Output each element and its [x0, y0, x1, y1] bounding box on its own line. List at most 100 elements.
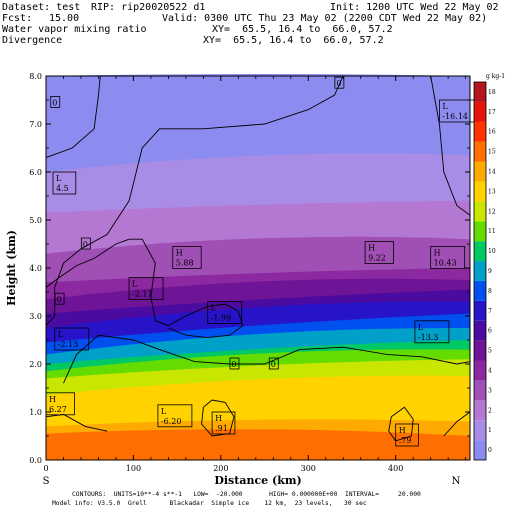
x-tick-label: 200: [213, 464, 228, 473]
extremum-kind: H: [434, 248, 441, 257]
zero-contour-3: [45, 238, 130, 288]
colorbar-label-7: 7: [488, 308, 492, 315]
extremum-value: -2.13: [58, 340, 79, 349]
extremum-kind: L: [56, 174, 62, 183]
extremum-box: [54, 327, 90, 351]
extremum-kind: H: [399, 426, 406, 435]
colorbar-swatch-4: [474, 360, 486, 381]
colorbar-label-6: 6: [488, 328, 492, 335]
colorbar-label-11: 11: [488, 228, 496, 235]
extremum-box: [395, 423, 419, 447]
extremum-value: .79: [399, 436, 412, 445]
extremum-value: -13.3: [418, 333, 439, 342]
zero-label-2: 0: [80, 237, 91, 250]
colorbar-swatch-3: [474, 380, 486, 401]
band-level-15: [46, 429, 470, 460]
extremum-kind: L: [132, 280, 138, 289]
zero-label-text: 0: [52, 98, 57, 107]
extremum-value: -1.99: [211, 314, 232, 323]
zero-contour-6: [201, 399, 235, 437]
header-field2-xy: XY= 65.5, 16.4 to 66.0, 57.2: [203, 35, 384, 46]
extremum-box: [211, 411, 236, 435]
header-init: Init: 1200 UTC Wed 22 May 02: [330, 2, 499, 13]
extremum-value: 6.27: [49, 405, 67, 414]
extremum-low-5: L-2.11: [128, 277, 164, 301]
extremum-value: .91: [215, 424, 228, 433]
x-endpoint-right: N: [452, 476, 461, 487]
extremum-box: [172, 245, 202, 269]
y-tick-label: 7.0: [29, 120, 42, 129]
extremum-kind: L: [211, 304, 217, 313]
colorbar-swatch-10: [474, 241, 486, 262]
extremum-kind: L: [161, 407, 167, 416]
x-axis-label: Distance (km): [214, 474, 301, 487]
zero-label-box: [334, 76, 345, 89]
colorbar-label-4: 4: [488, 367, 492, 374]
zero-label-text: 0: [271, 360, 276, 369]
header-dataset: Dataset: test: [2, 2, 81, 13]
colorbar-swatch-7: [474, 300, 486, 321]
extremum-high-11: H.91: [211, 411, 236, 435]
colorbar-swatch-5: [474, 340, 486, 361]
colorbar-label-12: 12: [488, 208, 496, 215]
zero-label-4: 0: [229, 357, 240, 370]
zero-label-0: 0: [50, 96, 61, 108]
colorbar-label-15: 15: [488, 149, 496, 156]
extremum-value: -6.20: [161, 417, 182, 426]
colorbar-swatch-13: [474, 181, 486, 202]
colorbar-label-3: 3: [488, 387, 492, 394]
colorbar-units: g kg-1: [486, 73, 505, 80]
extremum-box: [157, 404, 193, 428]
extremum-high-3: H9.22: [364, 241, 394, 265]
colorbar-swatch-8: [474, 280, 486, 301]
zero-label-box: [80, 237, 91, 250]
extremum-low-10: L-6.20: [157, 404, 193, 428]
colorbar-label-10: 10: [488, 248, 496, 255]
extremum-kind: H: [215, 414, 222, 423]
zero-label-1: 0: [334, 76, 345, 89]
colorbar-label-8: 8: [488, 288, 492, 295]
header-fcst-value: 15.00: [49, 13, 80, 24]
colorbar-swatch-6: [474, 320, 486, 341]
zero-label-5: 0: [268, 357, 279, 370]
zero-label-text: 0: [57, 295, 62, 304]
extremum-value: -2.11: [132, 290, 153, 299]
extremum-box: [128, 277, 164, 301]
header-field2: Divergence: [2, 35, 63, 46]
zero-label-text: 0: [231, 360, 236, 369]
zero-contour-0: [45, 75, 101, 159]
y-tick-label: 3.0: [29, 312, 42, 321]
colorbar-label-5: 5: [488, 348, 492, 355]
extremum-kind: H: [49, 395, 56, 404]
zero-contour-1: [45, 75, 344, 326]
extremum-box: [207, 301, 243, 325]
x-tick-label: 400: [388, 464, 403, 473]
colorbar-label-0: 0: [488, 447, 492, 454]
zero-contour-9: [443, 411, 471, 437]
header-field1: Water vapor mixing ratio: [2, 24, 147, 35]
y-tick-label: 1.0: [29, 408, 42, 417]
header-valid: Valid: 0300 UTC Thu 23 May 02 (2200 CDT …: [162, 13, 488, 24]
x-endpoint-left: S: [43, 476, 50, 487]
x-tick-label: 0: [43, 464, 48, 473]
colorbar-label-2: 2: [488, 407, 492, 414]
header-rip: RIP: rip20020522 d1: [91, 2, 206, 13]
x-tick-label: 300: [301, 464, 316, 473]
colorbar-label-14: 14: [488, 169, 496, 176]
colorbar-swatch-11: [474, 221, 486, 242]
extremum-low-7: L-2.13: [54, 327, 90, 351]
colorbar-swatch-15: [474, 141, 486, 162]
y-tick-label: 6.0: [29, 168, 42, 177]
y-tick-label: 0.0: [29, 456, 42, 465]
colorbar-swatch-17: [474, 101, 486, 122]
footer-model-info: Model info: V3.5.0 Grell Blackadar Simpl…: [52, 500, 367, 507]
zero-label-box: [50, 96, 61, 108]
zero-contour-8: [45, 413, 108, 432]
y-tick-label: 2.0: [29, 360, 42, 369]
header-fcst-label: Fcst:: [2, 13, 33, 24]
extremum-low-8: L-13.3: [414, 320, 450, 344]
colorbar-swatch-1: [474, 420, 486, 441]
zero-label-3: 0: [54, 292, 65, 305]
extremum-value: 4.5: [56, 184, 69, 193]
